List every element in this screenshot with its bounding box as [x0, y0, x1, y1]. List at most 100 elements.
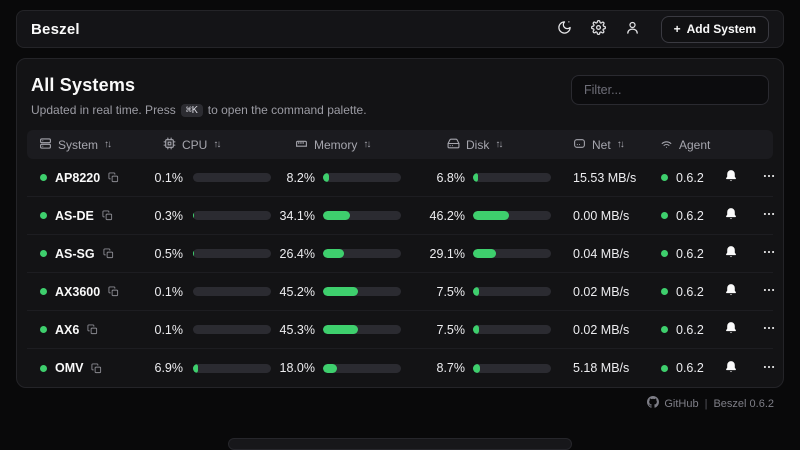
copy-icon[interactable]	[102, 210, 113, 221]
copy-icon[interactable]	[108, 172, 119, 183]
row-menu-button[interactable]	[757, 318, 781, 342]
copy-icon[interactable]	[91, 362, 102, 374]
modem-icon	[573, 137, 586, 153]
row-menu-button[interactable]	[757, 166, 781, 190]
system-name-cell[interactable]: AS-DE	[27, 209, 151, 223]
disk-progress-bar	[473, 363, 551, 373]
add-system-button[interactable]: + Add System	[660, 15, 769, 43]
bell-icon	[724, 283, 738, 300]
copy-icon[interactable]	[103, 248, 114, 259]
system-name: AS-SG	[55, 246, 95, 261]
table-row[interactable]: AS-SG 0.5% 26.4% 29.1% 0.04 MB/s 0.6.2	[27, 235, 775, 273]
table-row[interactable]: OMV 6.9% 18.0% 8.7% 5.18 MB/s 0.6.2	[27, 349, 775, 387]
agent-version: 0.6.2	[676, 322, 704, 337]
page-subtitle: Updated in real time. Press ⌘K to open t…	[31, 103, 367, 117]
column-header-net[interactable]: Net ↑↓	[561, 137, 655, 153]
row-menu-button[interactable]	[757, 204, 781, 228]
net-value: 0.00 MB/s	[573, 208, 630, 223]
settings-button[interactable]	[587, 17, 611, 41]
theme-toggle-icon	[557, 20, 572, 38]
row-actions	[719, 280, 797, 304]
footer-version: Beszel 0.6.2	[713, 397, 774, 410]
ellipsis-icon	[762, 169, 776, 186]
cpu-value: 6.9%	[154, 361, 184, 375]
filter-input[interactable]	[571, 75, 769, 105]
net-value: 5.18 MB/s	[573, 361, 630, 375]
top-navbar: Beszel + Add System	[16, 10, 784, 48]
memory-metric: 18.0%	[279, 361, 409, 375]
alerts-bell-button[interactable]	[719, 280, 743, 304]
memory-stick-icon	[295, 137, 308, 153]
row-actions	[719, 204, 797, 228]
alerts-bell-button[interactable]	[719, 356, 743, 380]
agent-version: 0.6.2	[676, 284, 704, 299]
agent-cell: 0.6.2	[655, 209, 719, 223]
memory-metric: 8.2%	[279, 171, 409, 185]
memory-progress-bar	[323, 211, 401, 220]
disk-value: 8.7%	[436, 361, 466, 375]
agent-status-dot	[661, 326, 668, 333]
system-name-cell[interactable]: AS-SG	[27, 247, 151, 261]
user-icon	[625, 20, 640, 38]
server-icon	[39, 137, 52, 153]
column-header-disk[interactable]: Disk ↑↓	[409, 137, 561, 153]
memory-progress-bar	[323, 249, 401, 258]
row-menu-button[interactable]	[757, 280, 781, 304]
theme-toggle-button[interactable]	[553, 17, 577, 41]
cpu-value: 0.1%	[154, 284, 184, 299]
cpu-metric: 0.5%	[151, 247, 279, 261]
sort-arrows-icon: ↑↓	[213, 139, 221, 150]
user-account-button[interactable]	[621, 17, 645, 41]
agent-status-dot	[661, 288, 668, 295]
system-name: OMV	[55, 361, 84, 375]
row-actions	[719, 356, 797, 380]
column-header-memory[interactable]: Memory ↑↓	[279, 137, 409, 153]
brand-logo[interactable]: Beszel	[31, 20, 80, 38]
column-header-cpu[interactable]: CPU ↑↓	[151, 137, 279, 153]
row-menu-button[interactable]	[757, 242, 781, 266]
status-up-dot	[40, 250, 47, 257]
bell-icon	[724, 360, 738, 377]
disk-metric: 6.8%	[409, 171, 561, 185]
status-up-dot	[40, 326, 47, 333]
net-value: 0.02 MB/s	[573, 322, 630, 337]
table-row[interactable]: AX6 0.1% 45.3% 7.5% 0.02 MB/s 0.6.2	[27, 311, 775, 349]
table-header-row: System ↑↓ CPU ↑↓ Memory ↑↓	[27, 130, 773, 159]
alerts-bell-button[interactable]	[719, 204, 743, 228]
agent-version: 0.6.2	[676, 246, 704, 261]
system-name-cell[interactable]: AX6	[27, 323, 151, 337]
cpu-progress-bar	[193, 363, 271, 373]
table-row[interactable]: AP8220 0.1% 8.2% 6.8% 15.53 MB/s 0.6.2	[27, 159, 775, 197]
agent-version: 0.6.2	[676, 208, 704, 223]
system-name-cell[interactable]: AP8220	[27, 171, 151, 185]
status-up-dot	[40, 174, 47, 181]
net-value: 0.04 MB/s	[573, 246, 630, 261]
table-row[interactable]: AS-DE 0.3% 34.1% 46.2% 0.00 MB/s 0.6.2	[27, 197, 775, 235]
footer: GitHub | Beszel 0.6.2	[647, 396, 774, 411]
copy-icon[interactable]	[108, 286, 119, 297]
agent-cell: 0.6.2	[655, 361, 719, 375]
status-up-dot	[40, 288, 47, 295]
agent-status-dot	[661, 250, 668, 257]
system-name-cell[interactable]: OMV	[27, 361, 151, 375]
bell-icon	[724, 321, 738, 338]
system-name-cell[interactable]: AX3600	[27, 285, 151, 299]
row-menu-button[interactable]	[757, 356, 781, 380]
sort-arrows-icon: ↑↓	[363, 139, 371, 150]
copy-icon[interactable]	[87, 324, 98, 335]
cpu-metric: 0.1%	[151, 323, 279, 337]
table-row[interactable]: AX3600 0.1% 45.2% 7.5% 0.02 MB/s 0.6.2	[27, 273, 775, 311]
row-actions	[719, 242, 797, 266]
column-header-agent[interactable]: Agent	[655, 137, 719, 153]
memory-progress-bar	[323, 325, 401, 334]
alerts-bell-button[interactable]	[719, 318, 743, 342]
memory-progress-bar	[323, 363, 401, 373]
column-header-system[interactable]: System ↑↓	[27, 137, 151, 153]
alerts-bell-button[interactable]	[719, 166, 743, 190]
ellipsis-icon	[762, 283, 776, 300]
github-link[interactable]: GitHub	[647, 396, 699, 411]
wifi-icon	[660, 137, 673, 153]
table-body: AP8220 0.1% 8.2% 6.8% 15.53 MB/s 0.6.2	[27, 159, 775, 387]
cpu-value: 0.3%	[154, 208, 184, 223]
alerts-bell-button[interactable]	[719, 242, 743, 266]
